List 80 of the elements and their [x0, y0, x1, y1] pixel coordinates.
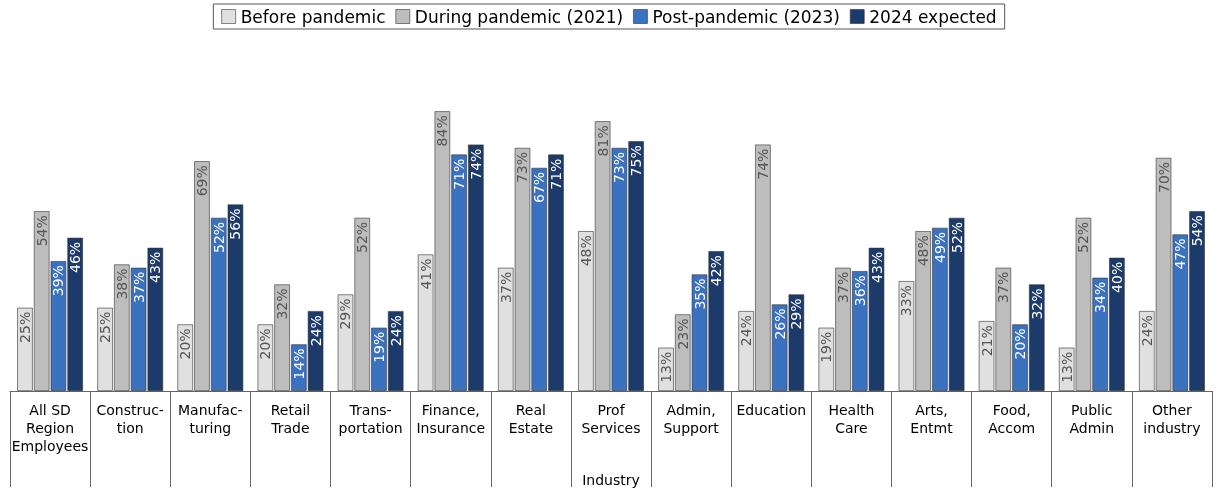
data-label: 42% [708, 255, 725, 287]
data-label: 54% [33, 215, 50, 247]
data-label: 25% [97, 311, 114, 343]
data-label: 84% [434, 115, 451, 147]
x-tick-label: Food, Accom [988, 402, 1036, 436]
data-label: 14% [290, 348, 307, 380]
data-label: 39% [50, 265, 67, 297]
data-label: 37% [130, 271, 147, 303]
x-axis-title: Industry [582, 472, 640, 488]
data-label: 24% [387, 315, 404, 347]
x-tick-label: Real Estate [508, 402, 554, 436]
data-label: 48% [577, 235, 594, 267]
x-tick-label: Retail Trade [270, 402, 311, 436]
data-label: 32% [1028, 288, 1045, 320]
data-label: 41% [417, 258, 434, 290]
data-label: 20% [257, 328, 274, 360]
data-label: 34% [1092, 281, 1109, 313]
x-tick-label: Arts, Entmt [910, 402, 954, 436]
data-label: 37% [835, 271, 852, 303]
data-label: 71% [547, 158, 564, 190]
data-label: 37% [995, 271, 1012, 303]
x-tick-label: Public Admin [1069, 402, 1115, 436]
legend-label: During pandemic (2021) [414, 6, 624, 27]
data-label: 71% [451, 158, 468, 190]
legend-label: Before pandemic [240, 6, 386, 27]
data-label: 13% [1058, 351, 1075, 383]
data-label: 19% [370, 331, 387, 363]
x-tick-label: Admin, Support [663, 402, 720, 436]
data-label: 52% [210, 221, 227, 253]
data-label: 52% [948, 221, 965, 253]
data-label: 24% [1138, 315, 1155, 347]
data-label: 20% [1012, 328, 1029, 360]
data-label: 81% [594, 125, 611, 157]
data-label: 47% [1172, 238, 1189, 270]
data-label: 13% [658, 351, 675, 383]
data-label: 29% [788, 298, 805, 330]
data-label: 52% [354, 221, 371, 253]
data-label: 35% [691, 278, 708, 310]
data-label: 74% [754, 148, 771, 180]
data-label: 37% [497, 271, 514, 303]
data-label: 38% [113, 268, 130, 300]
data-label: 43% [868, 251, 885, 283]
data-label: 40% [1108, 261, 1125, 293]
data-label: 75% [628, 145, 645, 177]
data-label: 19% [818, 331, 835, 363]
legend-label: Post-pandemic (2023) [652, 6, 840, 27]
legend-label: 2024 expected [869, 6, 997, 27]
data-label: 21% [978, 325, 995, 357]
x-tick-label: Other industry [1143, 402, 1201, 436]
data-label: 49% [931, 231, 948, 263]
data-label: 67% [531, 171, 548, 204]
data-label: 69% [193, 165, 210, 197]
x-tick-label: Trans- portation [338, 402, 403, 436]
x-tick-label: Manufac- turing [178, 402, 243, 436]
data-label: 46% [67, 241, 84, 273]
x-tick-label: Finance, Insurance [416, 402, 486, 436]
data-label: 23% [674, 318, 691, 350]
data-label: 24% [738, 315, 755, 347]
data-label: 48% [915, 235, 932, 267]
data-label: 43% [147, 251, 164, 283]
data-label: 24% [307, 315, 324, 347]
data-label: 26% [771, 308, 788, 340]
data-label: 73% [514, 151, 531, 184]
data-label: 25% [16, 311, 33, 343]
x-tick-label: Prof Services [581, 402, 641, 436]
data-label: 74% [467, 148, 484, 180]
data-label: 54% [1189, 215, 1206, 247]
data-label: 56% [227, 208, 244, 240]
data-label: 73% [611, 151, 628, 184]
data-label: 33% [898, 285, 915, 317]
x-tick-label: Education [736, 402, 807, 418]
x-tick-label: All SD Region Employees [11, 402, 89, 454]
data-label: 29% [337, 298, 354, 330]
x-tick-label: Construc- tion [96, 402, 164, 436]
data-label: 32% [274, 288, 291, 320]
x-tick-label: Health Care [828, 402, 875, 436]
data-label: 20% [177, 328, 194, 360]
data-label: 52% [1075, 221, 1092, 253]
data-label: 36% [851, 275, 868, 307]
data-label: 70% [1155, 161, 1172, 194]
